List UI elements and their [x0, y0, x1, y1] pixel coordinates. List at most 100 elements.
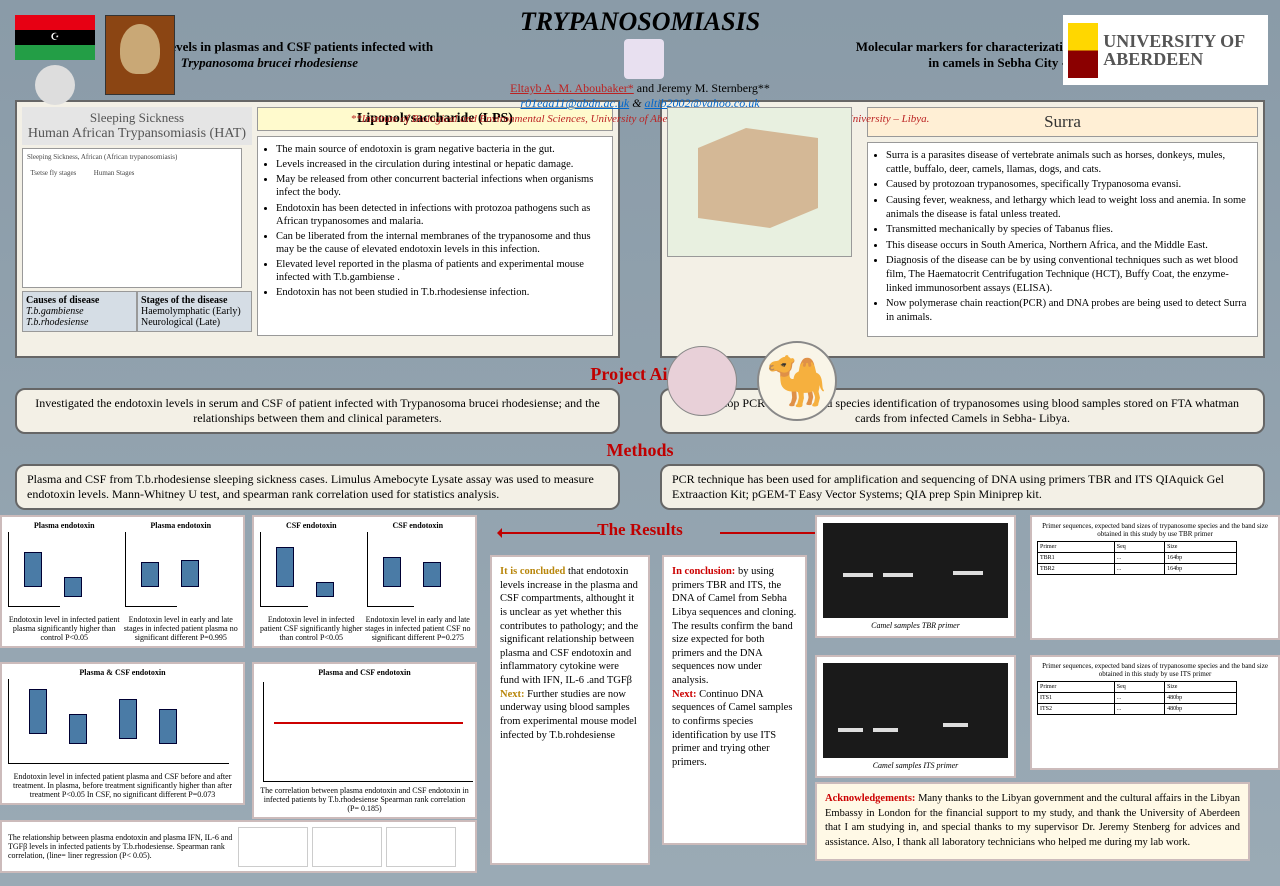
- university-name: UNIVERSITY OF ABERDEEN: [1103, 32, 1268, 68]
- c2c2: Endotoxin level in early and late stages…: [365, 616, 472, 642]
- lps-box: Lipopolysaccharide (LPS) The main source…: [257, 107, 613, 351]
- aims-title: Project Aims: [0, 364, 1280, 385]
- aims-left: Investigated the endotoxin levels in ser…: [15, 388, 620, 434]
- methods-title: Methods: [0, 440, 1280, 461]
- mini-scatter-3: [386, 827, 456, 867]
- chart-plasma-endotoxin: Plasma endotoxin Plasma endotoxin Endoto…: [0, 515, 245, 648]
- concl1h: It is concluded: [500, 566, 565, 577]
- aims-row: Investigated the endotoxin levels in ser…: [0, 388, 1280, 434]
- parasite-microscopy-icon: [667, 346, 737, 416]
- scatter-plot: [263, 682, 473, 782]
- stage-1: Haemolymphatic (Early): [141, 306, 241, 317]
- lps-item: May be released from other concurrent ba…: [276, 173, 606, 199]
- causes-table: Causes of disease T.b.gambiense T.b.rhod…: [22, 291, 252, 332]
- arrow-left-icon: [500, 532, 600, 534]
- lps-item: The main source of endotoxin is gram neg…: [276, 143, 606, 156]
- causes-header: Causes of disease: [26, 295, 99, 306]
- university-logo: UNIVERSITY OF ABERDEEN: [1063, 15, 1268, 85]
- cause-1: T.b.gambiense: [26, 306, 84, 317]
- mini-scatter-2: [312, 827, 382, 867]
- camel-icon: 🐪: [757, 341, 837, 421]
- concl2n: Continuo DNA sequences of Camel samples …: [672, 689, 792, 768]
- intro-row: Sleeping Sickness Human African Trypanso…: [0, 100, 1280, 358]
- c2c1: Endotoxin level in infected patient CSF …: [258, 616, 365, 642]
- sub-left-2: Trypanosoma brucei rhodesiense: [181, 55, 358, 70]
- arrow-right-icon: [720, 532, 820, 534]
- c1c1: Endotoxin level in infected patient plas…: [6, 616, 123, 642]
- p2t: Primer sequences, expected band sizes of…: [1037, 662, 1273, 678]
- lps-body: The main source of endotoxin is gram neg…: [257, 136, 613, 336]
- acknowledgements: Acknowledgements: Many thanks to the Lib…: [815, 782, 1250, 861]
- amp: &: [629, 96, 644, 110]
- results-area: The Results Plasma endotoxin Plasma endo…: [0, 510, 1280, 880]
- c4t: Plasma and CSF endotoxin: [258, 668, 471, 677]
- libya-map: [667, 107, 852, 257]
- concl2h: In conclusion:: [672, 566, 735, 577]
- primer-its-table: Primer sequences, expected band sizes of…: [1030, 655, 1280, 770]
- emblem-icon: [35, 65, 75, 105]
- mini-scatter-1: [238, 827, 308, 867]
- primer-tbr-table: Primer sequences, expected band sizes of…: [1030, 515, 1280, 640]
- concl2: by using primers TBR and ITS, the DNA of…: [672, 566, 796, 686]
- email-1[interactable]: r01eaa11@abdn.ac.uk: [520, 96, 629, 110]
- right-panel: 🐪 Surra Surra is a parasites disease of …: [660, 100, 1265, 358]
- libya-flag: ☪: [15, 15, 95, 60]
- c5c: The relationship between plasma endotoxi…: [6, 832, 236, 862]
- concl1nh: Next:: [500, 689, 525, 700]
- lps-item: Endotoxin has been detected in infection…: [276, 202, 606, 228]
- conclusion-left: It is concluded that endotoxin levels in…: [490, 555, 650, 865]
- stages-header: Stages of the disease: [141, 295, 227, 306]
- author-1: Eltayb A. M. Aboubaker*: [510, 81, 634, 95]
- concl2nh: Next:: [672, 689, 697, 700]
- p1t: Primer sequences, expected band sizes of…: [1037, 522, 1273, 538]
- lifecycle-diagram: Sleeping Sickness, African (African tryp…: [22, 148, 242, 288]
- author-photo: [105, 15, 175, 95]
- c1c2: Endotoxin level in early and late stages…: [123, 616, 240, 642]
- surra-item: Diagnosis of the disease can be by using…: [886, 254, 1251, 295]
- shield-icon: [1068, 23, 1098, 78]
- c3c: Endotoxin level in infected patient plas…: [6, 773, 239, 799]
- conclusion-right: In conclusion: by using primers TBR and …: [662, 555, 807, 845]
- c4c: The correlation between plasma endotoxin…: [258, 787, 471, 813]
- stage-2: Neurological (Late): [141, 317, 220, 328]
- methods-left: Plasma and CSF from T.b.rhodesiense slee…: [15, 464, 620, 510]
- author-2: and Jeremy M. Sternberg**: [634, 81, 770, 95]
- surra-item: This disease occurs in South America, No…: [886, 239, 1251, 253]
- left-panel: Sleeping Sickness Human African Trypanso…: [15, 100, 620, 358]
- header: ☪ UNIVERSITY OF ABERDEEN TRYPANOSOMIASIS…: [0, 0, 1280, 100]
- surra-item: Transmitted mechanically by species of T…: [886, 223, 1251, 237]
- surra-item: Surra is a parasites disease of vertebra…: [886, 149, 1251, 176]
- ss-title-2: Human African Trypansomiasis (HAT): [25, 126, 249, 142]
- aims-right: To develop PCR detection and species ide…: [660, 388, 1265, 434]
- chart-cytokines: The relationship between plasma endotoxi…: [0, 820, 477, 873]
- c1t1: Plasma endotoxin: [6, 521, 123, 530]
- sleeping-sickness-box: Sleeping Sickness Human African Trypanso…: [22, 107, 252, 351]
- surra-body: Surra is a parasites disease of vertebra…: [867, 142, 1258, 337]
- ackh: Acknowledgements:: [825, 793, 915, 804]
- map-thumbnail-icon: [624, 39, 664, 79]
- surra-item: Now polymerase chain reaction(PCR) and D…: [886, 297, 1251, 324]
- lps-item: Endotoxin has not been studied in T.b.rh…: [276, 286, 606, 299]
- chart-plasma-csf: Plasma & CSF endotoxin Endotoxin level i…: [0, 662, 245, 805]
- surra-map-box: 🐪: [667, 107, 862, 351]
- institute-line: **Institute of Biological and Environmen…: [10, 113, 1270, 125]
- chart-correlation: Plasma and CSF endotoxin The correlation…: [252, 662, 477, 819]
- c2t1: CSF endotoxin: [258, 521, 365, 530]
- gel1c: Camel samples TBR primer: [823, 621, 1008, 630]
- methods-right: PCR technique has been used for amplific…: [660, 464, 1265, 510]
- c3t: Plasma & CSF endotoxin: [6, 668, 239, 677]
- concl1: that endotoxin levels increase in the pl…: [500, 566, 638, 686]
- methods-row: Plasma and CSF from T.b.rhodesiense slee…: [0, 464, 1280, 510]
- lps-item: Levels increased in the circulation duri…: [276, 158, 606, 171]
- gel2c: Camel samples ITS primer: [823, 761, 1008, 770]
- c1t2: Plasma endotoxin: [123, 521, 240, 530]
- c2t2: CSF endotoxin: [365, 521, 472, 530]
- surra-item: Caused by protozoan trypanosomes, specif…: [886, 178, 1251, 192]
- authors-line: Eltayb A. M. Aboubaker* and Jeremy M. St…: [10, 81, 1270, 111]
- results-title: The Results: [597, 520, 682, 540]
- surra-box: Surra Surra is a parasites disease of ve…: [867, 107, 1258, 351]
- chart-csf-endotoxin: CSF endotoxin CSF endotoxin Endotoxin le…: [252, 515, 477, 648]
- lps-item: Elevated level reported in the plasma of…: [276, 258, 606, 284]
- lps-item: Can be liberated from the internal membr…: [276, 230, 606, 256]
- gel-tbr: Camel samples TBR primer: [815, 515, 1016, 638]
